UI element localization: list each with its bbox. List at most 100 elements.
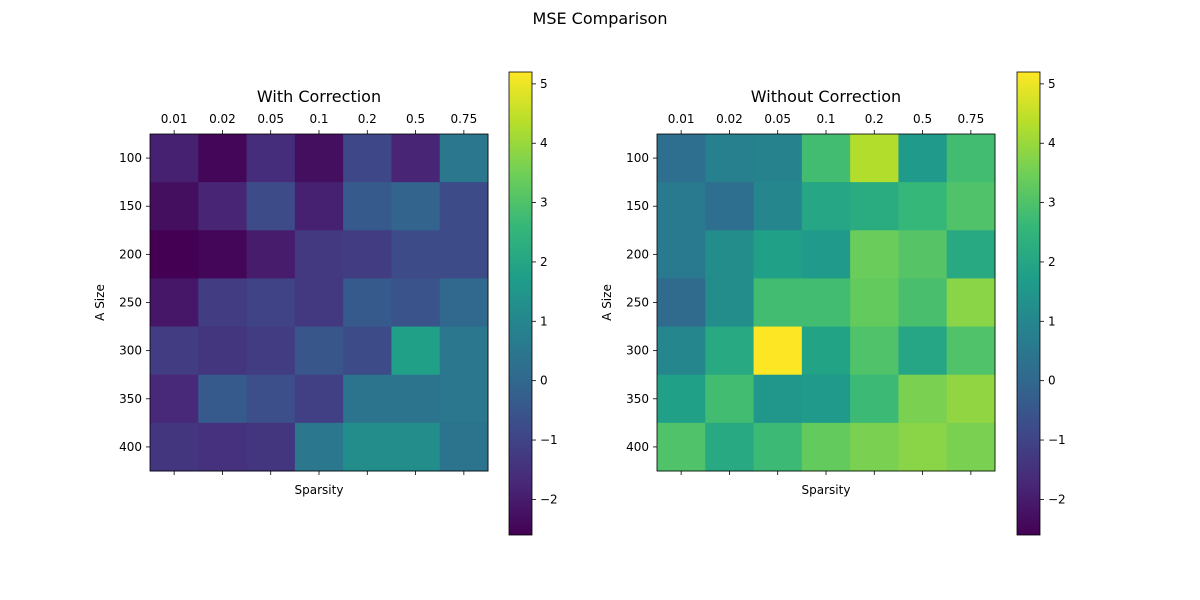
heatmap-cell [198, 134, 248, 183]
heatmap-cell [150, 134, 199, 183]
heatmap-cell [439, 182, 489, 231]
heatmap-cell [198, 374, 248, 424]
heatmap-cell [439, 278, 489, 328]
panel-title: Without Correction [751, 87, 901, 106]
y-tick-label: 400 [119, 440, 142, 454]
heatmap-cell [657, 278, 706, 328]
y-tick-label: 100 [119, 151, 142, 165]
heatmap-cell [150, 422, 199, 472]
colorbar-tick-label: 2 [1048, 255, 1056, 269]
colorbar: −2 −1 0 1 2 3 4 5 [508, 71, 558, 536]
y-tick-label: 150 [626, 199, 649, 213]
heatmap-cell [246, 182, 296, 231]
heatmap-cell [850, 134, 899, 183]
heatmap-cell [898, 134, 948, 183]
colorbar-tick-label: 4 [540, 136, 548, 150]
y-tick-label: 300 [626, 344, 649, 358]
heatmap-cell [439, 230, 489, 279]
heatmap-cell [294, 230, 344, 279]
heatmap-cell [898, 230, 948, 279]
heatmap-cell [657, 182, 706, 231]
heatmap-cell [801, 326, 851, 376]
heatmap-cell [753, 134, 803, 183]
x-tick-label: 0.01 [161, 112, 188, 126]
x-tick-label: 0.75 [957, 112, 984, 126]
heatmap-cell [753, 326, 803, 376]
x-tick-label: 0.2 [865, 112, 884, 126]
heatmap-cell [753, 422, 803, 472]
heatmap-cell [801, 422, 851, 472]
heatmap-cell [753, 374, 803, 424]
heatmap-cell [850, 422, 899, 472]
colorbar-tick-label: 5 [540, 77, 548, 91]
heatmap-cell [850, 182, 899, 231]
heatmap-cell [753, 230, 803, 279]
x-axis-label: Sparsity [295, 483, 344, 497]
heatmap-cell [246, 326, 296, 376]
heatmap-cell [946, 374, 996, 424]
colorbar-tick-label: 3 [540, 196, 548, 210]
heatmap-cell [150, 278, 199, 328]
colorbar-tick-label: −1 [540, 433, 558, 447]
heatmap-cell [391, 134, 441, 183]
heatmap-cell [705, 278, 755, 328]
heatmap-cell [946, 278, 996, 328]
heatmap-cell [150, 326, 199, 376]
heatmap-cell [850, 374, 899, 424]
heatmap-cell [391, 278, 441, 328]
y-tick-label: 250 [119, 296, 142, 310]
heatmap-cell [898, 422, 948, 472]
heatmap-cell [343, 182, 392, 231]
heatmap-cell [801, 374, 851, 424]
heatmap-cell [343, 326, 392, 376]
heatmap-cell [343, 374, 392, 424]
x-tick-label: 0.75 [450, 112, 477, 126]
heatmap-cell [439, 326, 489, 376]
x-tick-label: 0.05 [764, 112, 791, 126]
heatmap-cell [801, 134, 851, 183]
heatmap-cell [246, 422, 296, 472]
heatmap-cell [391, 374, 441, 424]
colorbar-tick-label: 2 [540, 255, 548, 269]
x-tick-label: 0.2 [358, 112, 377, 126]
heatmap-cell [657, 326, 706, 376]
heatmap-cell [246, 230, 296, 279]
heatmap-cell [150, 230, 199, 279]
heatmap-cell [343, 134, 392, 183]
figure-title: MSE Comparison [532, 9, 668, 28]
heatmap-cell [705, 182, 755, 231]
heatmap-cell [801, 182, 851, 231]
heatmap-cell [705, 374, 755, 424]
heatmap-cell [705, 134, 755, 183]
x-tick-label: 0.02 [716, 112, 743, 126]
heatmap-cell [150, 374, 199, 424]
colorbar-tick-label: 3 [1048, 196, 1056, 210]
heatmap-cell [657, 422, 706, 472]
heatmap-cell [294, 134, 344, 183]
x-tick-label: 0.1 [309, 112, 328, 126]
colorbar-tick-label: 0 [1048, 374, 1056, 388]
heatmap-cell [946, 182, 996, 231]
heatmap-cell [198, 326, 248, 376]
y-tick-label: 250 [626, 296, 649, 310]
heatmap-cell [439, 134, 489, 183]
heatmap-cell [198, 182, 248, 231]
heatmap-cell [898, 326, 948, 376]
heatmap-cell [246, 134, 296, 183]
heatmap-cell [705, 422, 755, 472]
heatmap-cell [946, 134, 996, 183]
heatmap-panel-2: 0.01 0.02 0.05 0.1 0.2 0.5 0.75100150200250300… [600, 71, 1066, 536]
heatmap-cell [705, 230, 755, 279]
heatmap-cell [246, 278, 296, 328]
heatmap-cell [657, 374, 706, 424]
heatmap-cell [391, 230, 441, 279]
colorbar-tick-label: 1 [1048, 314, 1056, 328]
panel-title: With Correction [257, 87, 381, 106]
heatmap-cell [898, 374, 948, 424]
colorbar-tick-label: −2 [1048, 492, 1066, 506]
heatmap-cell [294, 278, 344, 328]
x-tick-label: 0.05 [257, 112, 284, 126]
heatmap-cell [391, 326, 441, 376]
heatmap-cell [391, 182, 441, 231]
